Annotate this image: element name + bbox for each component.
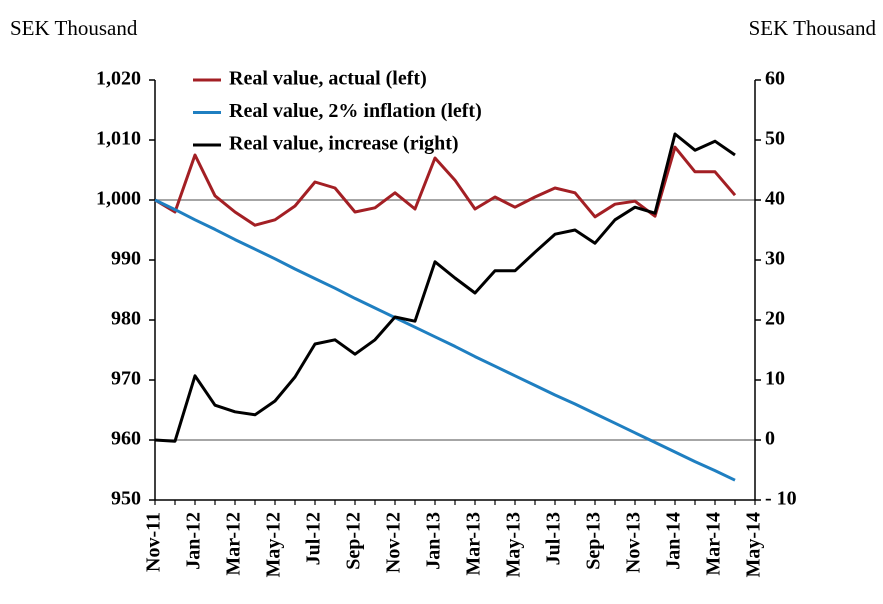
x-tick-label: May-13 [503,512,525,578]
x-tick-label: Nov-13 [623,512,645,573]
x-tick-label: May-12 [263,512,285,578]
y-tick-label: 1,000 [96,188,141,210]
y-tick-label: 1,010 [96,128,141,150]
x-tick-label: Mar-14 [703,512,725,576]
y2-tick-label: 60 [765,68,785,90]
x-tick-label: Mar-13 [463,512,485,576]
series-line [154,132,736,443]
x-tick-label: Jul-12 [303,512,325,565]
x-tick-label: Jan-12 [183,512,205,570]
x-tick-label: Jan-14 [663,512,685,570]
y2-tick-label: 0 [765,428,775,450]
x-tick-label: Jan-13 [423,512,445,570]
y-tick-label: 970 [111,368,141,390]
legend-label: Real value, increase (right) [229,133,459,155]
x-tick-label: Nov-12 [383,512,405,573]
x-tick-label: Mar-12 [223,512,245,576]
x-tick-label: Sep-12 [343,512,365,570]
y-tick-label: 980 [111,308,141,330]
y-tick-label: 960 [111,428,141,450]
y-tick-label: 950 [111,488,141,510]
y2-tick-label: 10 [765,368,785,390]
y2-tick-label: 40 [765,188,785,210]
right-unit: SEK Thousand [749,16,877,40]
legend-label: Real value, 2% inflation (left) [229,100,482,122]
y-tick-label: 1,020 [96,68,141,90]
y-tick-label: 990 [111,248,141,270]
x-tick-label: Jul-13 [543,512,565,565]
y2-tick-label: - 10 [765,488,797,510]
y2-tick-label: 50 [765,128,785,150]
series-line [154,198,736,482]
y2-tick-label: 30 [765,248,785,270]
x-tick-label: May-14 [743,512,765,578]
legend-label: Real value, actual (left) [229,68,427,90]
x-tick-label: Sep-13 [583,512,605,570]
x-tick-label: Nov-11 [143,512,165,572]
left-unit: SEK Thousand [10,16,138,40]
y2-tick-label: 20 [765,308,785,330]
series-line [154,145,737,227]
